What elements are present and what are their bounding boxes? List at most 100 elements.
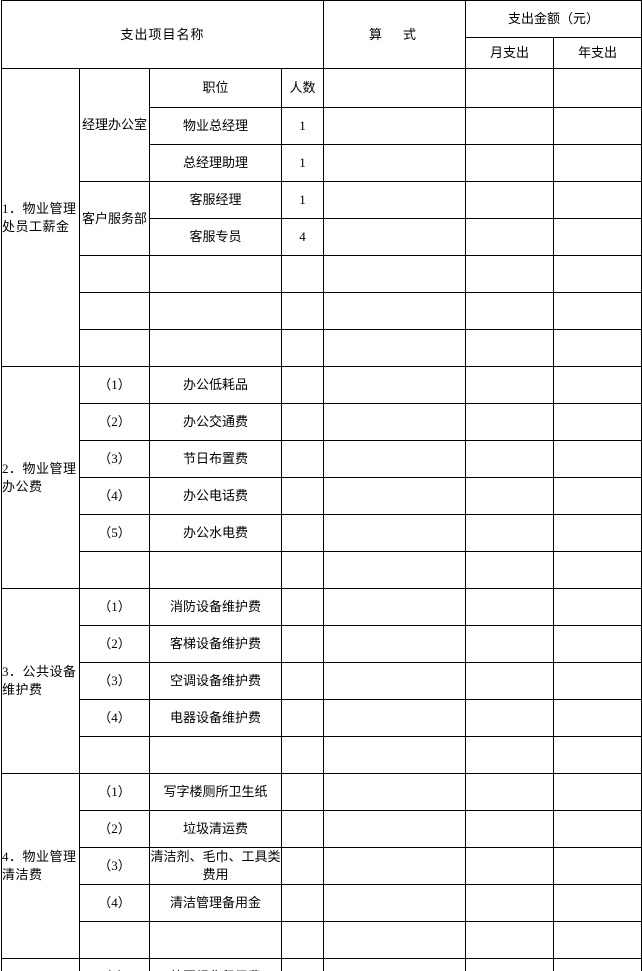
monthly-cell[interactable] — [465, 884, 555, 922]
yearly-cell[interactable] — [553, 699, 642, 737]
table-row: （3） 空调设备维护费 — [2, 662, 642, 700]
formula-cell[interactable] — [323, 477, 467, 515]
item-name-cell: 客梯设备维护费 — [149, 625, 282, 663]
yearly-cell[interactable] — [553, 218, 642, 256]
formula-cell[interactable] — [323, 366, 467, 404]
formula-cell[interactable] — [323, 884, 467, 922]
yearly-cell[interactable] — [553, 884, 642, 922]
formula-cell[interactable] — [323, 403, 467, 441]
item-name-cell: 垃圾清运费 — [149, 810, 282, 848]
formula-cell[interactable] — [323, 736, 467, 774]
monthly-cell[interactable] — [465, 292, 555, 330]
monthly-cell[interactable] — [465, 68, 555, 108]
item-index-cell: （1） — [79, 366, 150, 404]
monthly-cell[interactable] — [465, 551, 555, 589]
formula-cell[interactable] — [323, 218, 467, 256]
yearly-cell[interactable] — [553, 107, 642, 145]
monthly-cell[interactable] — [465, 958, 555, 971]
monthly-cell[interactable] — [465, 736, 555, 774]
yearly-cell[interactable] — [553, 255, 642, 293]
formula-cell[interactable] — [323, 68, 467, 108]
table-row — [2, 736, 642, 774]
item-name-cell — [149, 921, 282, 959]
formula-cell[interactable] — [323, 921, 467, 959]
yearly-cell[interactable] — [553, 477, 642, 515]
table-row: 客户服务部 客服经理 1 — [2, 181, 642, 256]
monthly-cell[interactable] — [465, 403, 555, 441]
monthly-cell[interactable] — [465, 699, 555, 737]
monthly-cell[interactable] — [465, 514, 555, 552]
yearly-cell[interactable] — [553, 551, 642, 589]
formula-cell[interactable] — [323, 810, 467, 848]
formula-cell[interactable] — [323, 662, 467, 700]
table-row: 3．公共设备维护费 （1） 消防设备维护费 — [1, 588, 642, 774]
monthly-cell[interactable] — [465, 255, 555, 293]
monthly-cell[interactable] — [465, 847, 555, 885]
formula-cell[interactable] — [323, 144, 467, 182]
count-cell — [280, 329, 325, 367]
yearly-cell[interactable] — [553, 144, 642, 182]
count-cell — [280, 847, 325, 885]
yearly-cell[interactable] — [553, 921, 642, 959]
monthly-cell[interactable] — [465, 144, 555, 182]
table-row: （3） 节日布置费 — [2, 440, 642, 478]
monthly-cell[interactable] — [465, 625, 555, 663]
monthly-cell[interactable] — [465, 921, 555, 959]
count-cell — [280, 477, 325, 515]
formula-cell[interactable] — [323, 440, 467, 478]
formula-cell[interactable] — [323, 514, 467, 552]
yearly-cell[interactable] — [553, 810, 642, 848]
monthly-cell[interactable] — [465, 181, 555, 219]
count-cell — [280, 551, 325, 589]
monthly-cell[interactable] — [465, 662, 555, 700]
yearly-cell[interactable] — [553, 403, 642, 441]
yearly-cell[interactable] — [553, 366, 642, 404]
table-row: 4．物业管理清洁费 （1） 写字楼厕所卫生纸 — [1, 773, 642, 959]
formula-cell[interactable] — [323, 588, 467, 626]
formula-cell[interactable] — [323, 107, 467, 145]
formula-cell[interactable] — [323, 625, 467, 663]
item-index-cell: （1） — [79, 773, 150, 811]
count-cell — [280, 958, 325, 971]
monthly-cell[interactable] — [465, 218, 555, 256]
monthly-cell[interactable] — [465, 329, 555, 367]
formula-cell[interactable] — [323, 181, 467, 219]
item-index-cell: （1） — [79, 958, 150, 971]
yearly-cell[interactable] — [553, 736, 642, 774]
yearly-cell[interactable] — [553, 514, 642, 552]
item-name-cell: 客服专员 — [149, 218, 282, 256]
formula-cell[interactable] — [323, 551, 467, 589]
yearly-cell[interactable] — [553, 662, 642, 700]
item-name-cell: 写字楼厕所卫生纸 — [149, 773, 282, 811]
item-index-cell: （4） — [79, 884, 150, 922]
formula-cell[interactable] — [323, 699, 467, 737]
formula-cell[interactable] — [323, 292, 467, 330]
formula-cell[interactable] — [323, 847, 467, 885]
monthly-cell[interactable] — [465, 810, 555, 848]
category-label: 1．物业管理处员工薪金 — [2, 200, 77, 234]
yearly-cell[interactable] — [553, 68, 642, 108]
monthly-cell[interactable] — [465, 588, 555, 626]
item-name-cell: 办公电话费 — [149, 477, 282, 515]
formula-cell[interactable] — [323, 255, 467, 293]
yearly-cell[interactable] — [553, 625, 642, 663]
formula-cell[interactable] — [323, 958, 467, 971]
yearly-cell[interactable] — [553, 292, 642, 330]
count-cell — [280, 625, 325, 663]
yearly-cell[interactable] — [553, 847, 642, 885]
yearly-cell[interactable] — [553, 329, 642, 367]
yearly-cell[interactable] — [553, 588, 642, 626]
monthly-cell[interactable] — [465, 477, 555, 515]
formula-cell[interactable] — [323, 329, 467, 367]
yearly-cell[interactable] — [553, 181, 642, 219]
yearly-cell[interactable] — [553, 958, 642, 971]
yearly-cell[interactable] — [553, 773, 642, 811]
formula-cell[interactable] — [323, 773, 467, 811]
yearly-cell[interactable] — [553, 440, 642, 478]
monthly-cell[interactable] — [465, 107, 555, 145]
monthly-cell[interactable] — [465, 440, 555, 478]
category-cell: 1．物业管理处员工薪金 — [1, 68, 80, 367]
monthly-cell[interactable] — [465, 773, 555, 811]
monthly-cell[interactable] — [465, 366, 555, 404]
header-amount: 支出金额（元） — [465, 0, 642, 38]
